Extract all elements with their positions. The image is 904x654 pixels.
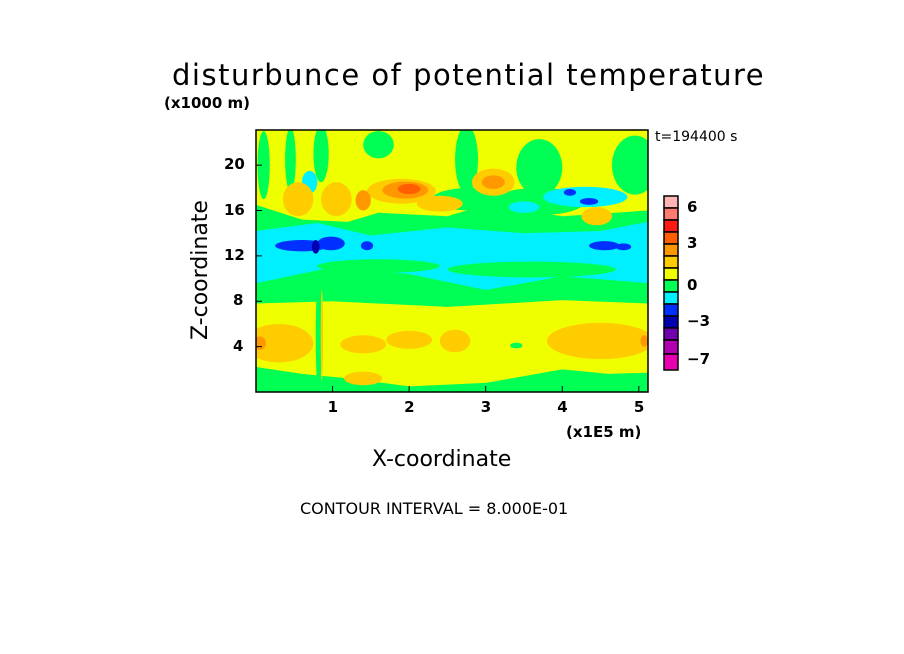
colorbar-box (663, 327, 679, 341)
contour-region (386, 330, 433, 349)
contour-region (581, 207, 613, 226)
colorbar-box (663, 195, 679, 209)
x-tick-label: 3 (480, 398, 492, 416)
y-axis-label: Z-coordinate (188, 200, 213, 340)
contour-fill-group (256, 130, 648, 392)
colorbar-box (663, 303, 679, 317)
colorbar-box (663, 255, 679, 269)
contour-interval-label: CONTOUR INTERVAL = 8.000E-01 (300, 499, 569, 518)
contour-region (589, 241, 620, 251)
contour-region (257, 131, 270, 200)
contour-region (311, 240, 320, 254)
contour-region (510, 342, 523, 349)
contour-region (282, 182, 314, 217)
contour-region (579, 198, 599, 205)
contour-region (612, 135, 648, 195)
colorbar-label: 0 (687, 276, 698, 294)
colorbar-box (663, 231, 679, 245)
time-label: t=194400 s (655, 129, 738, 145)
y-tick-label: 20 (224, 155, 245, 174)
x-tick-label: 1 (327, 398, 338, 416)
colorbar-box (663, 339, 679, 355)
contour-band (256, 367, 648, 392)
contour-region (317, 236, 345, 251)
colorbar-box (663, 219, 679, 233)
x-axis-unit: (x1E5 m) (566, 423, 642, 441)
contour-region (285, 130, 296, 192)
contour-region (363, 131, 394, 159)
contour-region (313, 130, 329, 183)
y-tick-label: 8 (233, 291, 244, 310)
contour-region (640, 335, 648, 347)
colorbar-label: 6 (687, 198, 698, 216)
y-tick-label: 16 (224, 200, 245, 219)
y-axis-unit: (x1000 m) (164, 94, 250, 112)
colorbar-box (663, 291, 679, 305)
colorbar-box (663, 207, 679, 221)
x-tick-label: 5 (633, 398, 645, 416)
contour-region (397, 183, 421, 195)
colorbar-label: −3 (687, 312, 711, 330)
contour-region (355, 190, 371, 211)
contour-region (516, 139, 563, 196)
contour-region (447, 261, 616, 278)
contour-region (340, 335, 387, 354)
colorbar-box (663, 279, 679, 293)
contour-region (546, 322, 648, 360)
colorbar-box (663, 243, 679, 257)
y-tick-label: 12 (224, 245, 245, 264)
contour-region (455, 130, 479, 194)
contour-region (416, 195, 463, 212)
x-tick-label: 4 (557, 398, 568, 416)
colorbar-label: 3 (687, 234, 698, 252)
contour-region (321, 182, 352, 217)
x-axis-label: X-coordinate (372, 447, 512, 472)
contour-region (344, 371, 383, 386)
contour-region (563, 188, 577, 196)
colorbar-box (663, 353, 679, 371)
contour-region (360, 241, 374, 251)
contour-region (481, 175, 505, 189)
contour-region (317, 259, 440, 273)
contour-region (439, 329, 471, 353)
colorbar-box (663, 267, 679, 281)
colorbar-label: −7 (687, 350, 711, 368)
contour-region (320, 289, 323, 381)
x-tick-label: 2 (404, 398, 415, 416)
contour-region (615, 243, 632, 251)
plot-frame (255, 129, 649, 393)
chart-title: disturbunce of potential temperature (172, 58, 766, 92)
y-tick-label: 4 (233, 336, 244, 355)
contour-region (315, 278, 322, 392)
contour-region (508, 201, 540, 213)
contour-region (256, 323, 314, 363)
colorbar-box (663, 315, 679, 329)
